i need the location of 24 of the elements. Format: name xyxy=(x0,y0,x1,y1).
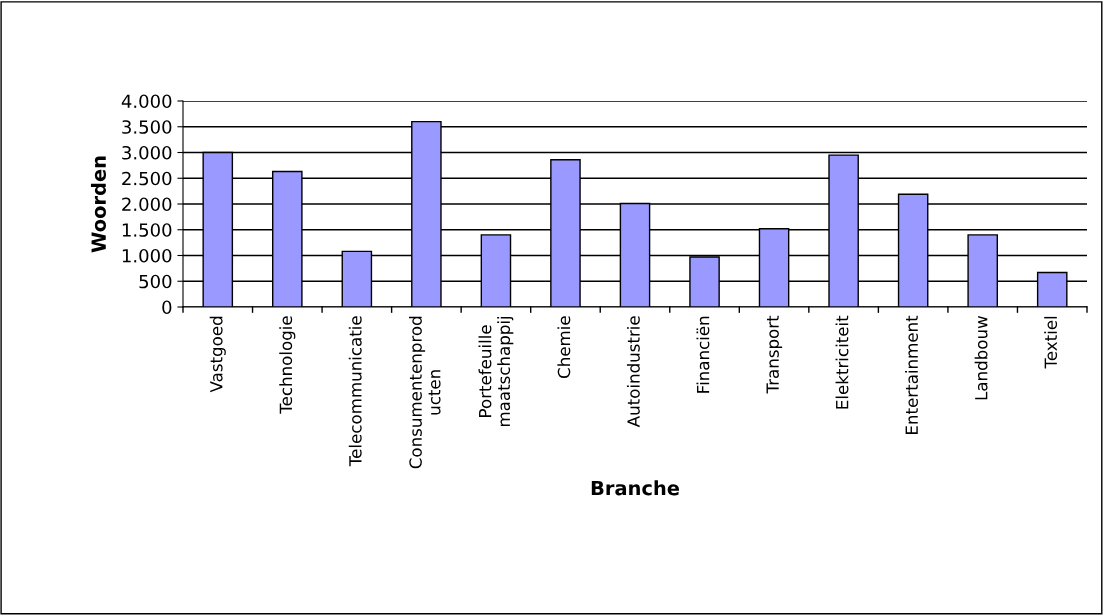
x-tick-label: Landbouw xyxy=(974,316,988,400)
x-tick-label: Technologie xyxy=(279,316,296,414)
y-tick-label: 3.000 xyxy=(122,145,172,160)
x-axis-title: Branche xyxy=(591,480,680,496)
x-tick-label: Entertainment xyxy=(905,315,918,434)
x-tick-label: Textiel xyxy=(1044,316,1058,369)
y-tick-label: 1.000 xyxy=(122,248,172,263)
x-tick-label: Autoindustrie xyxy=(626,316,640,428)
x-tick-label: Elektriciteit xyxy=(835,315,849,409)
x-tick-label: Transport xyxy=(766,315,783,394)
x-tick-label: Portefeuille maatschappij xyxy=(478,316,514,427)
y-axis-title: Woorden xyxy=(90,156,107,253)
y-tick-label: 2.000 xyxy=(122,197,172,212)
x-tick-label: Vastgoed xyxy=(209,316,226,393)
x-tick-label: Consumentenprod ucten xyxy=(408,316,441,469)
x-tick-label: Financiën xyxy=(696,316,710,393)
y-tick-label: 500 xyxy=(139,274,172,289)
x-tick-label: Chemie xyxy=(557,316,571,378)
y-tick-label: 4.000 xyxy=(121,94,172,109)
y-tick-label: 2.500 xyxy=(122,171,172,186)
y-tick-label: 1.500 xyxy=(122,223,172,237)
y-tick-label: 3.500 xyxy=(122,120,172,134)
y-tick-label: 0 xyxy=(162,300,172,315)
x-tick-label: Telecommunicatie xyxy=(348,316,362,467)
